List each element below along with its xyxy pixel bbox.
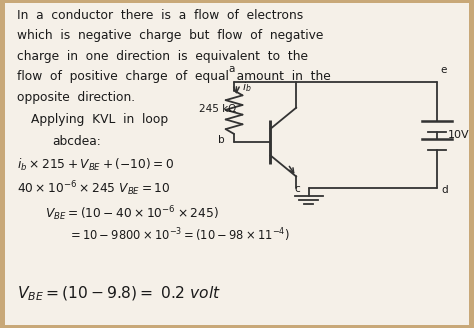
Text: $40 \times 10^{-6} \times 245\ V_{BE} = 10$: $40 \times 10^{-6} \times 245\ V_{BE} = … bbox=[17, 180, 171, 198]
Text: 245 kΩ: 245 kΩ bbox=[199, 104, 236, 114]
Text: $V_{BE} = (10 - 40 \times 10^{-6} \times 245)$: $V_{BE} = (10 - 40 \times 10^{-6} \times… bbox=[45, 204, 219, 222]
Text: opposite  direction.: opposite direction. bbox=[17, 91, 135, 104]
Text: $= 10 - 9800 \times 10^{-3} = (10 - 98 \times 11^{-4})$: $= 10 - 9800 \times 10^{-3} = (10 - 98 \… bbox=[68, 227, 290, 244]
Text: charge  in  one  direction  is  equivalent  to  the: charge in one direction is equivalent to… bbox=[17, 50, 308, 63]
Text: $i_b$: $i_b$ bbox=[242, 80, 252, 94]
Text: Applying  KVL  in  loop: Applying KVL in loop bbox=[31, 113, 168, 126]
Text: e: e bbox=[441, 65, 447, 75]
Text: In  a  conductor  there  is  a  flow  of  electrons: In a conductor there is a flow of electr… bbox=[17, 9, 303, 22]
Text: 10V: 10V bbox=[447, 131, 469, 140]
Text: c: c bbox=[294, 184, 300, 194]
Text: b: b bbox=[218, 135, 224, 146]
Text: which  is  negative  charge  but  flow  of  negative: which is negative charge but flow of neg… bbox=[17, 30, 323, 42]
Text: $i_b \times 215 + V_{BE} + (-10) = 0$: $i_b \times 215 + V_{BE} + (-10) = 0$ bbox=[17, 157, 174, 173]
Text: $V_{BE} = (10 - 9.8) = \ 0.2 \ volt$: $V_{BE} = (10 - 9.8) = \ 0.2 \ volt$ bbox=[17, 285, 221, 303]
Text: abcdea:: abcdea: bbox=[52, 134, 101, 148]
Text: a: a bbox=[228, 64, 235, 74]
Text: d: d bbox=[442, 185, 448, 195]
Text: flow  of  positive  charge  of  equal  amount  in  the: flow of positive charge of equal amount … bbox=[17, 70, 331, 83]
